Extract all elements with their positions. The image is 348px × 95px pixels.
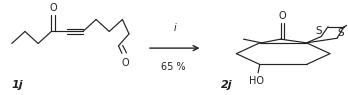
Text: O: O bbox=[49, 3, 57, 13]
Text: O: O bbox=[278, 11, 286, 21]
Text: S: S bbox=[315, 26, 322, 36]
Text: HO: HO bbox=[249, 76, 264, 86]
Text: 1j: 1j bbox=[11, 80, 23, 90]
Text: i: i bbox=[173, 23, 176, 33]
Text: S: S bbox=[337, 28, 344, 38]
Text: 2j: 2j bbox=[221, 80, 232, 90]
Text: O: O bbox=[121, 58, 129, 68]
Text: 65 %: 65 % bbox=[161, 62, 185, 72]
